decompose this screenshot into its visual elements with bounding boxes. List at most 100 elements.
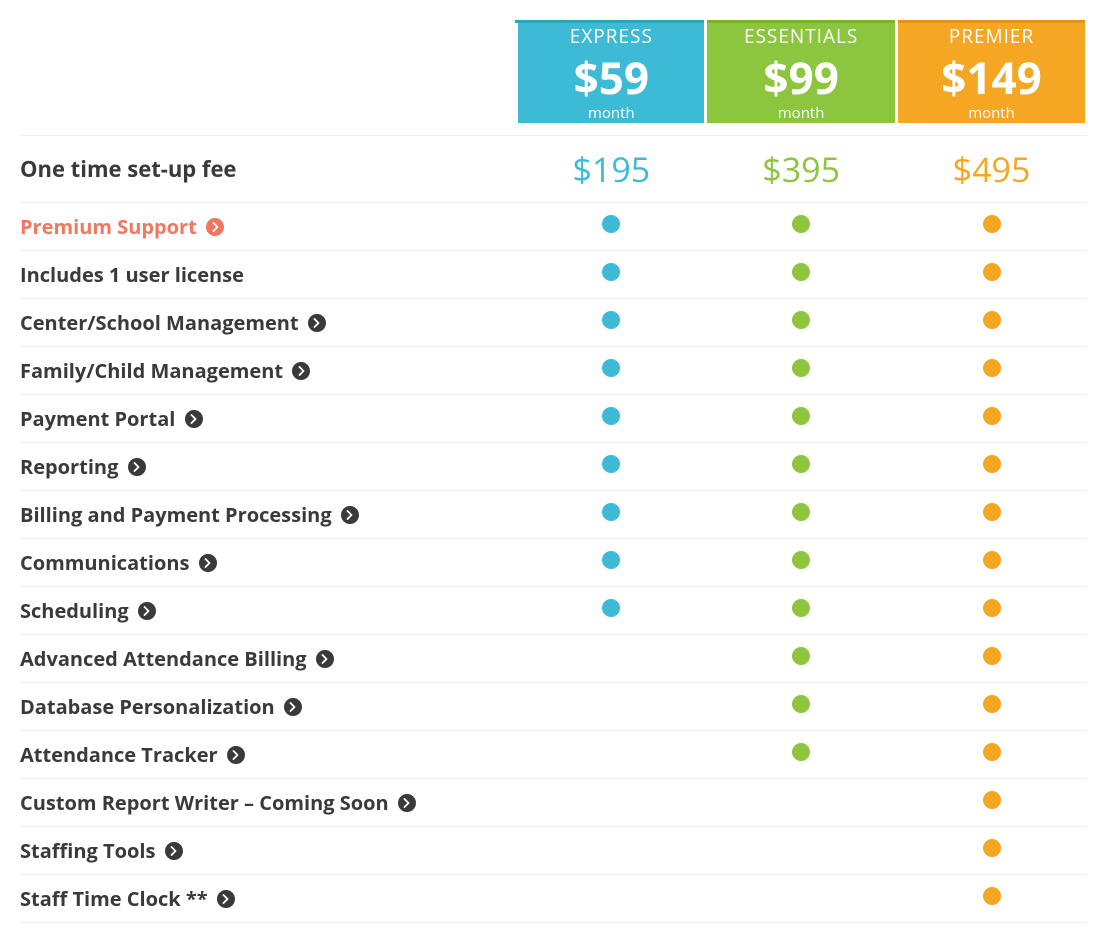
feature-cell-premier bbox=[897, 346, 1087, 394]
feature-label[interactable]: Center/School Management bbox=[20, 298, 517, 346]
feature-row: Payment Portal bbox=[20, 394, 1087, 442]
feature-label-text: Staff Time Clock ** bbox=[20, 885, 208, 912]
chevron-right-icon[interactable] bbox=[199, 554, 217, 572]
feature-label-text: Custom Report Writer – Coming Soon bbox=[20, 789, 389, 816]
feature-cell-express bbox=[517, 298, 706, 346]
feature-row: Advanced Attendance Billing bbox=[20, 634, 1087, 682]
plan-name-premier: PREMIER bbox=[898, 23, 1085, 49]
feature-cell-premier bbox=[897, 490, 1087, 538]
included-dot-icon bbox=[792, 359, 810, 377]
feature-label-text: Family/Child Management bbox=[20, 357, 283, 384]
feature-label: Includes 1 user license bbox=[20, 250, 517, 298]
plan-header-premier: PREMIER $149 month bbox=[897, 22, 1087, 124]
feature-label-text: Advanced Attendance Billing bbox=[20, 645, 307, 672]
feature-cell-essentials bbox=[706, 346, 897, 394]
plan-period-premier: month bbox=[898, 103, 1085, 123]
feature-label-text: Billing and Payment Processing bbox=[20, 501, 332, 528]
plan-header-express: EXPRESS $59 month bbox=[517, 22, 706, 124]
feature-label[interactable]: Attendance Tracker bbox=[20, 730, 517, 778]
feature-row: Premium Support bbox=[20, 202, 1087, 250]
included-dot-icon bbox=[792, 311, 810, 329]
included-dot-icon bbox=[983, 599, 1001, 617]
feature-label[interactable]: Family/Child Management bbox=[20, 346, 517, 394]
feature-cell-express bbox=[517, 490, 706, 538]
feature-label-text: Scheduling bbox=[20, 597, 129, 624]
included-dot-icon bbox=[602, 599, 620, 617]
feature-cell-premier bbox=[897, 634, 1087, 682]
feature-cell-essentials bbox=[706, 442, 897, 490]
feature-row: Family/Child Management bbox=[20, 346, 1087, 394]
plan-name-express: EXPRESS bbox=[518, 23, 704, 49]
included-dot-icon bbox=[792, 455, 810, 473]
plan-period-essentials: month bbox=[707, 103, 895, 123]
feature-cell-premier bbox=[897, 202, 1087, 250]
included-dot-icon bbox=[602, 503, 620, 521]
chevron-right-icon[interactable] bbox=[341, 506, 359, 524]
feature-label-text: Attendance Tracker bbox=[20, 741, 218, 768]
included-dot-icon bbox=[602, 359, 620, 377]
feature-cell-premier bbox=[897, 826, 1087, 874]
included-dot-icon bbox=[792, 407, 810, 425]
feature-label[interactable]: Staffing Tools bbox=[20, 826, 517, 874]
chevron-right-icon[interactable] bbox=[217, 890, 235, 908]
divider-row bbox=[20, 123, 1087, 135]
feature-label[interactable]: Custom Report Writer – Coming Soon bbox=[20, 778, 517, 826]
chevron-right-icon[interactable] bbox=[128, 458, 146, 476]
included-dot-icon bbox=[983, 455, 1001, 473]
feature-label-text: Center/School Management bbox=[20, 309, 299, 336]
chevron-right-icon[interactable] bbox=[292, 362, 310, 380]
included-dot-icon bbox=[983, 263, 1001, 281]
feature-cell-express bbox=[517, 634, 706, 682]
setup-fee-label: One time set-up fee bbox=[20, 135, 517, 202]
feature-cell-premier bbox=[897, 778, 1087, 826]
pricing-table: EXPRESS $59 month ESSENTIALS $99 month P… bbox=[20, 20, 1088, 923]
feature-cell-express bbox=[517, 730, 706, 778]
plan-header-essentials: ESSENTIALS $99 month bbox=[706, 22, 897, 124]
feature-cell-premier bbox=[897, 586, 1087, 634]
feature-label[interactable]: Staff Time Clock ** bbox=[20, 874, 517, 922]
included-dot-icon bbox=[602, 455, 620, 473]
plan-price-essentials: $99 bbox=[707, 53, 895, 101]
included-dot-icon bbox=[602, 215, 620, 233]
included-dot-icon bbox=[792, 647, 810, 665]
included-dot-icon bbox=[983, 359, 1001, 377]
feature-label[interactable]: Advanced Attendance Billing bbox=[20, 634, 517, 682]
plan-period-express: month bbox=[518, 103, 704, 123]
feature-label[interactable]: Scheduling bbox=[20, 586, 517, 634]
feature-label[interactable]: Communications bbox=[20, 538, 517, 586]
included-dot-icon bbox=[983, 887, 1001, 905]
feature-cell-essentials bbox=[706, 874, 897, 922]
feature-cell-essentials bbox=[706, 298, 897, 346]
chevron-right-icon[interactable] bbox=[138, 602, 156, 620]
chevron-right-icon[interactable] bbox=[308, 314, 326, 332]
included-dot-icon bbox=[792, 215, 810, 233]
feature-label[interactable]: Database Personalization bbox=[20, 682, 517, 730]
included-dot-icon bbox=[983, 647, 1001, 665]
feature-label[interactable]: Payment Portal bbox=[20, 394, 517, 442]
feature-label[interactable]: Premium Support bbox=[20, 202, 517, 250]
feature-row: Center/School Management bbox=[20, 298, 1087, 346]
feature-cell-premier bbox=[897, 538, 1087, 586]
chevron-right-icon[interactable] bbox=[165, 842, 183, 860]
included-dot-icon bbox=[792, 263, 810, 281]
chevron-right-icon[interactable] bbox=[227, 746, 245, 764]
feature-label[interactable]: Billing and Payment Processing bbox=[20, 490, 517, 538]
feature-row: Scheduling bbox=[20, 586, 1087, 634]
feature-cell-essentials bbox=[706, 490, 897, 538]
chevron-right-icon[interactable] bbox=[284, 698, 302, 716]
plan-price-premier: $149 bbox=[898, 53, 1085, 101]
feature-cell-essentials bbox=[706, 202, 897, 250]
feature-label[interactable]: Reporting bbox=[20, 442, 517, 490]
setup-fee-essentials: $395 bbox=[706, 135, 897, 202]
chevron-right-icon[interactable] bbox=[206, 218, 224, 236]
feature-cell-express bbox=[517, 346, 706, 394]
included-dot-icon bbox=[602, 263, 620, 281]
feature-cell-express bbox=[517, 202, 706, 250]
chevron-right-icon[interactable] bbox=[316, 650, 334, 668]
chevron-right-icon[interactable] bbox=[185, 410, 203, 428]
included-dot-icon bbox=[983, 551, 1001, 569]
chevron-right-icon[interactable] bbox=[398, 794, 416, 812]
plan-name-essentials: ESSENTIALS bbox=[707, 23, 895, 49]
feature-row: Reporting bbox=[20, 442, 1087, 490]
feature-cell-premier bbox=[897, 730, 1087, 778]
